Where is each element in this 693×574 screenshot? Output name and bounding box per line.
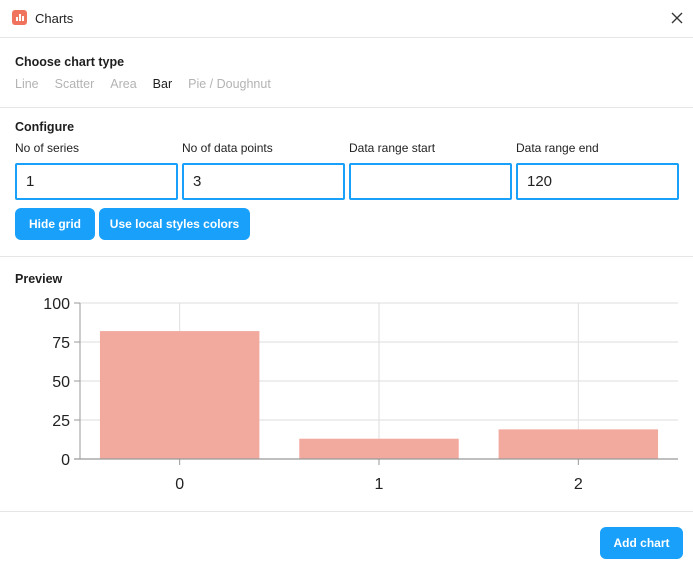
title-bar: Charts [0, 0, 693, 38]
bar [299, 438, 459, 459]
data-points-input[interactable] [182, 163, 345, 200]
series-label: No of series [15, 141, 80, 155]
window-title: Charts [35, 11, 74, 26]
close-icon[interactable] [667, 8, 687, 28]
chart-type-heading: Choose chart type [15, 55, 125, 69]
chart-type-pie-doughnut[interactable]: Pie / Doughnut [188, 77, 271, 91]
chart-type-line[interactable]: Line [15, 77, 39, 91]
configure-heading: Configure [15, 120, 75, 134]
range-start-label: Data range start [349, 141, 436, 155]
chart-type-section: Choose chart type Line Scatter Area Bar … [0, 39, 693, 108]
local-styles-colors-button[interactable]: Use local styles colors [99, 208, 250, 240]
y-tick-label: 50 [52, 374, 70, 391]
range-start-input[interactable] [349, 163, 512, 200]
bar-chart-icon [12, 10, 27, 25]
y-tick-label: 25 [52, 413, 70, 430]
y-tick-label: 75 [52, 335, 70, 352]
series-input[interactable] [15, 163, 178, 200]
x-tick-label: 2 [574, 476, 583, 493]
bar [99, 331, 260, 459]
preview-heading: Preview [15, 272, 63, 286]
x-tick-label: 1 [375, 476, 384, 493]
x-tick-label: 0 [175, 476, 184, 493]
range-end-label: Data range end [516, 141, 599, 155]
configure-section: Configure No of series No of data points… [0, 108, 693, 257]
add-chart-button[interactable]: Add chart [600, 527, 683, 559]
chart-type-area[interactable]: Area [110, 77, 137, 91]
y-tick-label: 0 [61, 452, 70, 469]
preview-section: Preview 0 25 50 75 100 0 1 2 [0, 257, 693, 512]
bar [498, 429, 659, 459]
range-end-input[interactable] [516, 163, 679, 200]
data-points-label: No of data points [182, 141, 273, 155]
chart-type-options: Line Scatter Area Bar Pie / Doughnut [15, 77, 271, 91]
hide-grid-button[interactable]: Hide grid [15, 208, 95, 240]
chart-type-bar[interactable]: Bar [152, 77, 173, 91]
y-tick-label: 100 [43, 296, 70, 313]
chart-type-scatter[interactable]: Scatter [54, 77, 95, 91]
bar-chart: 0 25 50 75 100 0 1 2 [43, 296, 678, 493]
